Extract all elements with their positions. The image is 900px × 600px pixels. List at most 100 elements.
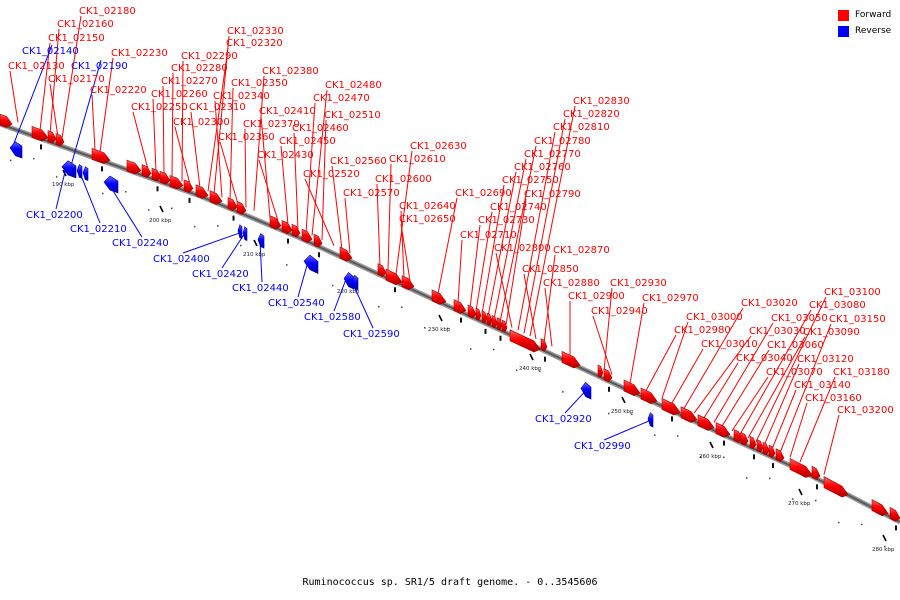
leader-line <box>739 309 812 435</box>
gene-label: CK1_03020 <box>741 298 798 309</box>
gene-label: CK1_02210 <box>70 224 127 235</box>
feature-mark <box>40 144 42 150</box>
minor-tick <box>332 284 334 287</box>
forward-gene <box>55 133 65 147</box>
tick-mark <box>621 396 626 404</box>
leader-line <box>763 363 800 446</box>
forward-gene <box>623 379 641 397</box>
gene-label: CK1_02690 <box>455 188 512 199</box>
leader-line <box>39 42 51 131</box>
gene-label: CK1_02990 <box>574 441 631 452</box>
gene-label: CK1_02460 <box>292 123 349 134</box>
leader-line <box>747 336 806 439</box>
leader-line <box>703 362 739 419</box>
leader-line <box>132 111 149 170</box>
gene-label: CK1_02250 <box>131 102 188 113</box>
tick-mark <box>529 353 534 361</box>
gene-label: CK1_02770 <box>524 149 581 160</box>
feature-mark <box>287 238 289 244</box>
label-leader-lines <box>9 15 840 475</box>
tick-label: 230 kbp <box>428 327 451 333</box>
reverse-gene <box>343 272 355 290</box>
gene-label: CK1_02870 <box>553 245 610 256</box>
leader-line <box>543 254 556 343</box>
leader-line <box>755 296 827 442</box>
forward-gene <box>0 113 13 128</box>
forward-gene <box>733 429 743 443</box>
forward-gene <box>151 167 162 182</box>
leader-line <box>181 60 184 182</box>
gene-label: CK1_02470 <box>313 93 370 104</box>
reverse-gene <box>580 381 592 400</box>
tick-mark <box>159 205 164 213</box>
backbone-line <box>0 123 900 523</box>
map-caption: Ruminococcus sp. SR1/5 draft genome. - 0… <box>302 577 598 588</box>
forward-gene <box>740 432 749 446</box>
leader-line <box>731 376 769 431</box>
gene-label: CK1_02510 <box>324 110 381 121</box>
reverse-gene <box>351 274 359 291</box>
gene-label: CK1_02450 <box>279 136 336 147</box>
forward-gene <box>91 147 111 165</box>
forward-gene <box>762 441 770 456</box>
forward-gene <box>509 329 541 353</box>
leader-line <box>475 211 493 312</box>
reverse-swatch <box>838 26 849 37</box>
legend-forward-label: Forward <box>855 10 892 20</box>
gene-label: CK1_03050 <box>771 313 828 324</box>
minor-tick <box>171 207 173 210</box>
feature-mark <box>544 356 546 362</box>
gene-label: CK1_02880 <box>543 278 600 289</box>
leader-line <box>190 111 201 189</box>
minor-tick <box>194 225 196 228</box>
forward-gene <box>291 223 301 238</box>
gene-label: CK1_03000 <box>686 312 743 323</box>
gene-label: CK1_02230 <box>111 48 168 59</box>
minor-tick <box>838 521 840 524</box>
scale-ticks: 190 kbp 200 kbp 210 kbp 220 kbp 230 kbp 240 k… <box>10 157 895 553</box>
forward-gene <box>823 476 849 498</box>
gene-label: CK1_02320 <box>226 38 283 49</box>
leader-line <box>376 183 381 267</box>
minor-tick <box>746 477 748 479</box>
gene-label: CK1_03100 <box>824 287 881 298</box>
forward-gene <box>183 179 194 193</box>
reverse-gene <box>647 412 654 428</box>
forward-gene <box>126 159 142 175</box>
gene-label: CK1_03180 <box>833 367 890 378</box>
leader-line <box>9 70 19 123</box>
leader-line <box>437 197 458 294</box>
leader-line <box>162 85 165 176</box>
minor-tick <box>240 244 242 247</box>
leader-line <box>387 163 392 271</box>
leader-line <box>661 321 689 399</box>
minor-tick <box>470 348 472 350</box>
forward-gene <box>661 397 681 416</box>
leader-line <box>344 197 351 254</box>
minor-tick <box>562 391 564 393</box>
leader-line <box>544 287 553 347</box>
tick-label: 210 kbp <box>243 252 266 258</box>
minor-tick <box>516 369 518 372</box>
leader-line <box>49 83 59 137</box>
forward-gene <box>491 315 498 329</box>
tick-label: 260 kbp <box>699 454 722 460</box>
gene-label: CK1_02590 <box>343 329 400 340</box>
gene-label: CK1_02400 <box>153 254 210 265</box>
gene-label: CK1_02610 <box>389 154 446 165</box>
minor-tick <box>608 412 610 415</box>
feature-mark <box>188 197 191 203</box>
minor-tick <box>769 477 771 480</box>
forward-gene <box>640 387 658 405</box>
tick-label: 250 kbp <box>611 409 634 415</box>
minor-tick <box>861 523 863 526</box>
forward-gene <box>811 465 821 480</box>
gene-label: CK1_02970 <box>642 293 699 304</box>
leader-line <box>174 126 191 185</box>
forward-gene <box>603 368 613 383</box>
leader-line <box>244 128 247 208</box>
forward-gene <box>789 458 813 478</box>
minor-tick <box>700 456 702 458</box>
gene-label: CK1_02570 <box>343 188 400 199</box>
leader-line <box>213 35 230 194</box>
